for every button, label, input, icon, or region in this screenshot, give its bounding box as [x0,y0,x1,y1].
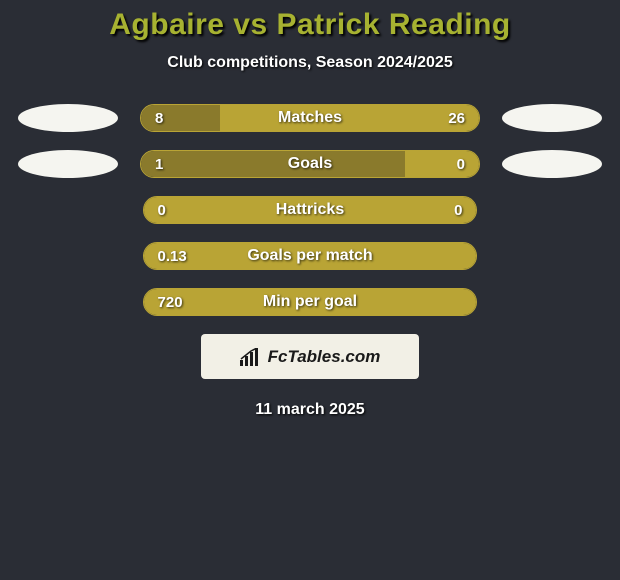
logo-text: FcTables.com [268,347,381,367]
player-avatar-right [502,150,602,178]
subtitle: Club competitions, Season 2024/2025 [0,54,620,72]
stat-bar-content: 1Goals0 [141,151,479,177]
stat-rows: 8Matches261Goals00Hattricks00.13Goals pe… [0,104,620,316]
stat-metric-label: Hattricks [200,201,421,219]
stat-bar: 720Min per goal [143,288,478,316]
stat-value-left: 0 [158,202,200,219]
page-title: Agbaire vs Patrick Reading [0,8,620,42]
stat-bar-content: 720Min per goal [144,289,477,315]
stat-value-right: 26 [423,110,465,127]
stat-row: 1Goals0 [0,150,620,178]
player-avatar-left [18,104,118,132]
player-avatar-right [502,104,602,132]
stat-row: 0Hattricks0 [0,196,620,224]
player-avatar-left [18,150,118,178]
stat-value-left: 720 [158,294,200,311]
stat-bar: 1Goals0 [140,150,480,178]
stat-row: 8Matches26 [0,104,620,132]
stat-bar: 8Matches26 [140,104,480,132]
stat-metric-label: Goals [197,155,423,173]
stat-bar-content: 8Matches26 [141,105,479,131]
stat-bar: 0.13Goals per match [143,242,478,270]
stat-row: 0.13Goals per match [0,242,620,270]
bars-icon [240,348,262,366]
logo-badge: FcTables.com [201,334,419,379]
stat-value-left: 0.13 [158,248,200,265]
stat-metric-label: Matches [197,109,423,127]
stat-value-left: 8 [155,110,197,127]
comparison-infographic: Agbaire vs Patrick Reading Club competit… [0,0,620,419]
stat-metric-label: Min per goal [200,293,421,311]
stat-value-right: 0 [423,156,465,173]
stat-value-right: 0 [420,202,462,219]
stat-metric-label: Goals per match [200,247,421,265]
stat-bar-content: 0.13Goals per match [144,243,477,269]
stat-bar: 0Hattricks0 [143,196,478,224]
stat-row: 720Min per goal [0,288,620,316]
stat-value-left: 1 [155,156,197,173]
stat-bar-content: 0Hattricks0 [144,197,477,223]
date-label: 11 march 2025 [0,401,620,419]
